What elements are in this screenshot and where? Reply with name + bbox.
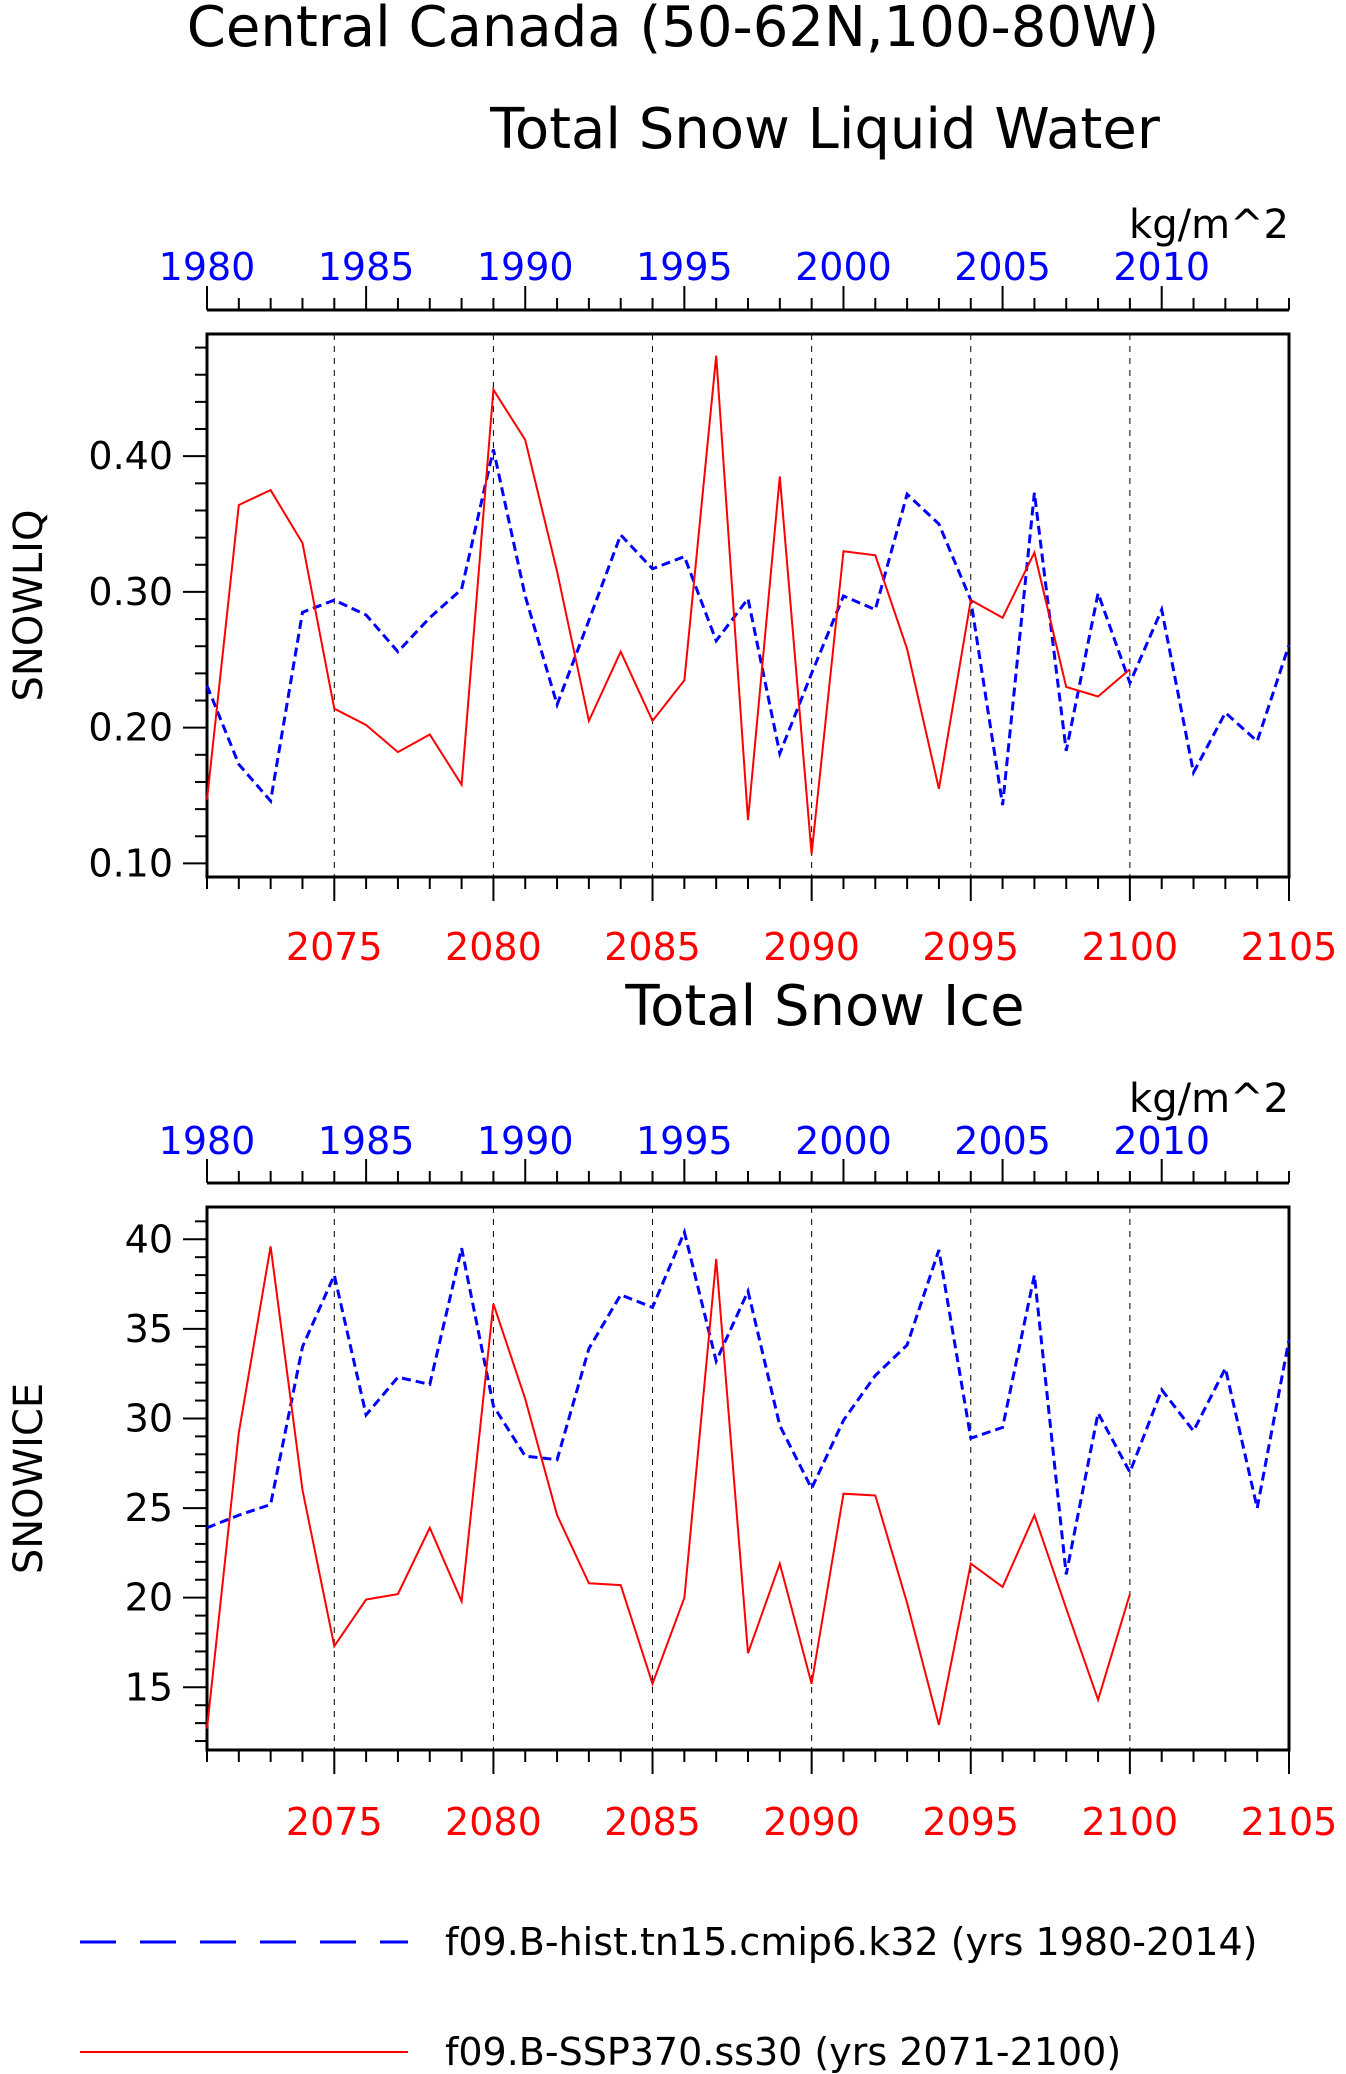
bottom-axis-tick-label: 2105: [1241, 925, 1338, 969]
legend-label: f09.B-hist.tn15.cmip6.k32 (yrs 1980-2014…: [445, 1920, 1257, 1964]
series-line-hist: [206, 1227, 1291, 1575]
bottom-axis-tick-label: 2095: [922, 925, 1019, 969]
units-label: kg/m^2: [1129, 1076, 1289, 1122]
legend-label: f09.B-SSP370.ss30 (yrs 2071-2100): [445, 2030, 1121, 2074]
bottom-axis-tick-label: 2090: [763, 1800, 860, 1844]
top-axis-tick-label: 1985: [318, 1119, 415, 1163]
plot-frame: [205, 1205, 1291, 1752]
chart-panel-1: Total Snow Liquid Water kg/m^2 SNOWLIQ 1980…: [6, 97, 1337, 969]
y-axis-tick-label: 0.30: [88, 570, 173, 614]
figure-title: Central Canada (50-62N,100-80W): [187, 0, 1159, 60]
top-axis-tick-label: 1990: [477, 245, 574, 289]
series-line-ssp370: [206, 355, 1131, 855]
y-axis-tick-label: 0.20: [88, 706, 173, 750]
y-axis-tick-label: 25: [125, 1486, 173, 1530]
series-line-ssp370: [206, 1246, 1131, 1729]
y-axis-tick-label: 20: [125, 1576, 173, 1620]
plot-frame: [205, 332, 1291, 879]
bottom-axis-tick-label: 2105: [1241, 1800, 1338, 1844]
top-axis-tick-label: 2005: [954, 245, 1051, 289]
top-axis-tick-label: 2010: [1113, 245, 1210, 289]
y-axis-tick-label: 0.10: [88, 841, 173, 885]
chart-panel-2: Total Snow Ice kg/m^2 SNOWICE 1980 1985 1990 1…: [6, 974, 1337, 1844]
top-axis-tick-label: 2005: [954, 1119, 1051, 1163]
bottom-axis-tick-label: 2100: [1082, 1800, 1179, 1844]
bottom-axis-tick-label: 2080: [445, 1800, 542, 1844]
top-axis-tick-label: 1995: [636, 1119, 733, 1163]
y-axis-tick-label: 40: [125, 1217, 173, 1261]
bottom-axis-tick-label: 2075: [286, 1800, 383, 1844]
top-axis-tick-label: 1980: [159, 245, 256, 289]
y-axis-tick-label: 15: [125, 1665, 173, 1709]
bottom-axis-tick-label: 2085: [604, 925, 701, 969]
y-axis-label: SNOWICE: [6, 1383, 52, 1574]
top-axis-tick-label: 1985: [318, 245, 415, 289]
series-line-hist: [205, 449, 1291, 806]
top-axis-tick-label: 2000: [795, 245, 892, 289]
bottom-axis-tick-label: 2095: [922, 1800, 1019, 1844]
top-axis-tick-label: 2010: [1113, 1119, 1210, 1163]
top-axis-tick-label: 2000: [795, 1119, 892, 1163]
y-axis-tick-label: 35: [125, 1307, 173, 1351]
bottom-axis-tick-label: 2080: [445, 925, 542, 969]
y-axis-tick-label: 0.40: [88, 434, 173, 478]
legend: f09.B-hist.tn15.cmip6.k32 (yrs 1980-2014…: [80, 1920, 1257, 2074]
bottom-axis-tick-label: 2075: [286, 925, 383, 969]
top-axis-tick-label: 1995: [636, 245, 733, 289]
top-axis-tick-label: 1980: [159, 1119, 256, 1163]
top-axis-tick-label: 1990: [477, 1119, 574, 1163]
chart-title: Total Snow Liquid Water: [489, 97, 1161, 162]
y-axis-label: SNOWLIQ: [6, 510, 52, 702]
bottom-axis-tick-label: 2090: [763, 925, 860, 969]
chart-title: Total Snow Ice: [624, 974, 1024, 1039]
y-axis-tick-label: 30: [125, 1396, 173, 1440]
units-label: kg/m^2: [1129, 202, 1289, 248]
bottom-axis-tick-label: 2085: [604, 1800, 701, 1844]
bottom-axis-tick-label: 2100: [1082, 925, 1179, 969]
